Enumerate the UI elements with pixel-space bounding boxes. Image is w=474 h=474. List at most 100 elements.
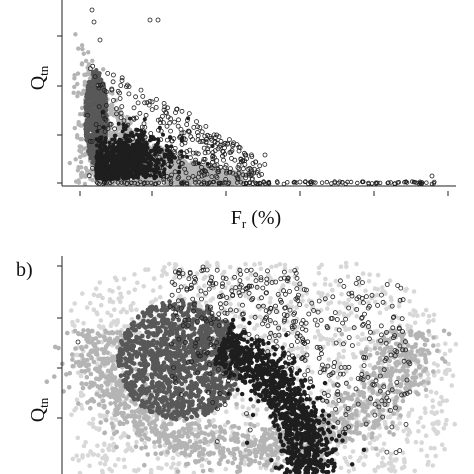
panel-a-point-outlier <box>143 112 149 118</box>
panel-a-x-label-main: F <box>231 207 242 229</box>
panel-b-point-light <box>191 470 197 474</box>
panel-a-point-outlier <box>199 129 205 135</box>
panel-b-point-light <box>434 431 440 437</box>
panel-a-point-dark <box>162 154 167 159</box>
panel-b-point-light <box>94 426 99 431</box>
panel-b-point-light <box>281 327 287 333</box>
panel-a-point-light <box>78 172 84 177</box>
panel-b-point-light <box>121 431 127 436</box>
panel-a-point-dark <box>133 166 138 171</box>
panel-a-point-outlier <box>110 79 116 85</box>
panel-b-point-light <box>112 463 118 468</box>
panel-b-point-light <box>93 286 99 292</box>
panel-b-point-light <box>439 442 445 448</box>
panel-a-point-light <box>86 50 91 55</box>
panel-b-point-light <box>432 446 437 451</box>
panel-b-point-light <box>98 325 103 330</box>
panel-a-point-mid <box>84 134 89 139</box>
panel-b-point-light <box>416 420 421 425</box>
panel-b-point-light <box>288 299 294 305</box>
panel-b-point-light <box>336 352 342 357</box>
panel-a-point-outlier <box>137 110 143 116</box>
panel-b-point-light <box>423 307 429 313</box>
panel-b-point-light <box>406 427 412 433</box>
panel-a-point-outlier <box>297 179 303 185</box>
panel-b-point-light <box>254 323 260 328</box>
panel-b-point-band <box>435 348 440 354</box>
panel-a-point-dark <box>154 143 159 148</box>
panel-a-point-light <box>175 180 180 185</box>
panel-a-point-dark <box>125 145 129 150</box>
panel-b-point-light <box>359 337 364 343</box>
panel-b-point-light <box>85 453 91 458</box>
panel-b-point-light <box>262 333 268 339</box>
panel-b-point-light <box>405 432 411 438</box>
panel-a-point-dark <box>107 140 112 145</box>
panel-b-point-light <box>413 439 419 445</box>
panel-b-point-light <box>107 288 112 293</box>
panel-a-point-mid <box>91 114 96 119</box>
panel-b-point-light <box>425 462 431 467</box>
panel-b-point-light <box>304 303 309 309</box>
panel-b-point-light <box>81 320 86 326</box>
panel-b-point-light <box>428 389 434 395</box>
panel-b-point-light <box>113 417 119 423</box>
panel-b-point-light <box>109 435 115 441</box>
panel-b-point-light <box>401 428 406 434</box>
panel-a-point-light <box>67 160 73 166</box>
panel-a-point-light <box>72 125 78 131</box>
panel-b-point-light <box>412 320 418 326</box>
panel-a-point-tail <box>285 180 290 185</box>
panel-b-point-light <box>159 273 165 279</box>
panel-b-point-light <box>435 342 441 348</box>
panel-b-point-light <box>240 397 245 403</box>
panel-b-point-light <box>246 406 251 412</box>
panel-b-point-light <box>423 433 429 439</box>
panel-a-point-outlier <box>111 72 116 78</box>
panel-b-point-band <box>69 352 75 357</box>
panel-a-point-light <box>82 82 87 88</box>
panel-b-point-light <box>98 461 103 466</box>
panel-a-point-mid <box>85 93 91 99</box>
panel-a-point-light <box>79 62 85 67</box>
panel-a-point-dark <box>177 165 182 170</box>
panel-b-point-light <box>75 435 81 441</box>
panel-b-point-light <box>444 417 449 423</box>
panel-b-point-band <box>142 462 147 468</box>
panel-a-point-dark <box>170 153 175 158</box>
panel-b-point-light <box>348 376 354 382</box>
panel-b-point-light <box>170 455 176 461</box>
panel-b-point-light <box>386 460 392 466</box>
panel-b-point-light <box>331 342 337 347</box>
panel-a-point-outlier <box>131 105 137 111</box>
panel-b-point-light <box>299 349 305 355</box>
panel-b-point-light <box>104 458 109 463</box>
panel-b-point-light <box>176 462 181 467</box>
panel-b-point-light <box>323 276 328 282</box>
panel-b-point-light <box>70 456 76 462</box>
panel-a-point-outlier <box>97 37 103 43</box>
panel-b-point-light <box>202 283 207 289</box>
panel-b-point-light <box>424 453 430 459</box>
panel-b-point-light <box>95 453 101 458</box>
panel-a-point-mid <box>91 81 96 86</box>
panel-b-point-light <box>449 383 455 388</box>
panel-b-point-light <box>157 284 163 290</box>
panel-a-point-tail <box>324 179 330 185</box>
panel-a-point-tail <box>424 180 429 185</box>
panel-b-point-light <box>397 421 403 426</box>
panel-a-point-light <box>78 159 84 165</box>
panel-a-point-outlier <box>179 108 185 114</box>
panel-a-point-tail <box>319 180 325 185</box>
panel-b-point-light <box>339 291 344 297</box>
panel-b-point-light <box>129 307 134 313</box>
panel-b-point-light <box>375 328 380 334</box>
panel-b-point-light <box>430 463 436 468</box>
panel-b-point-light <box>194 271 200 276</box>
panel-b-point-light <box>118 435 124 440</box>
panel-b-point-light <box>392 468 398 474</box>
panel-a-point-light <box>83 58 89 64</box>
panel-b-point-light <box>388 295 394 300</box>
panel-b-point-light <box>288 268 293 274</box>
panel-b-point-light <box>79 406 85 411</box>
